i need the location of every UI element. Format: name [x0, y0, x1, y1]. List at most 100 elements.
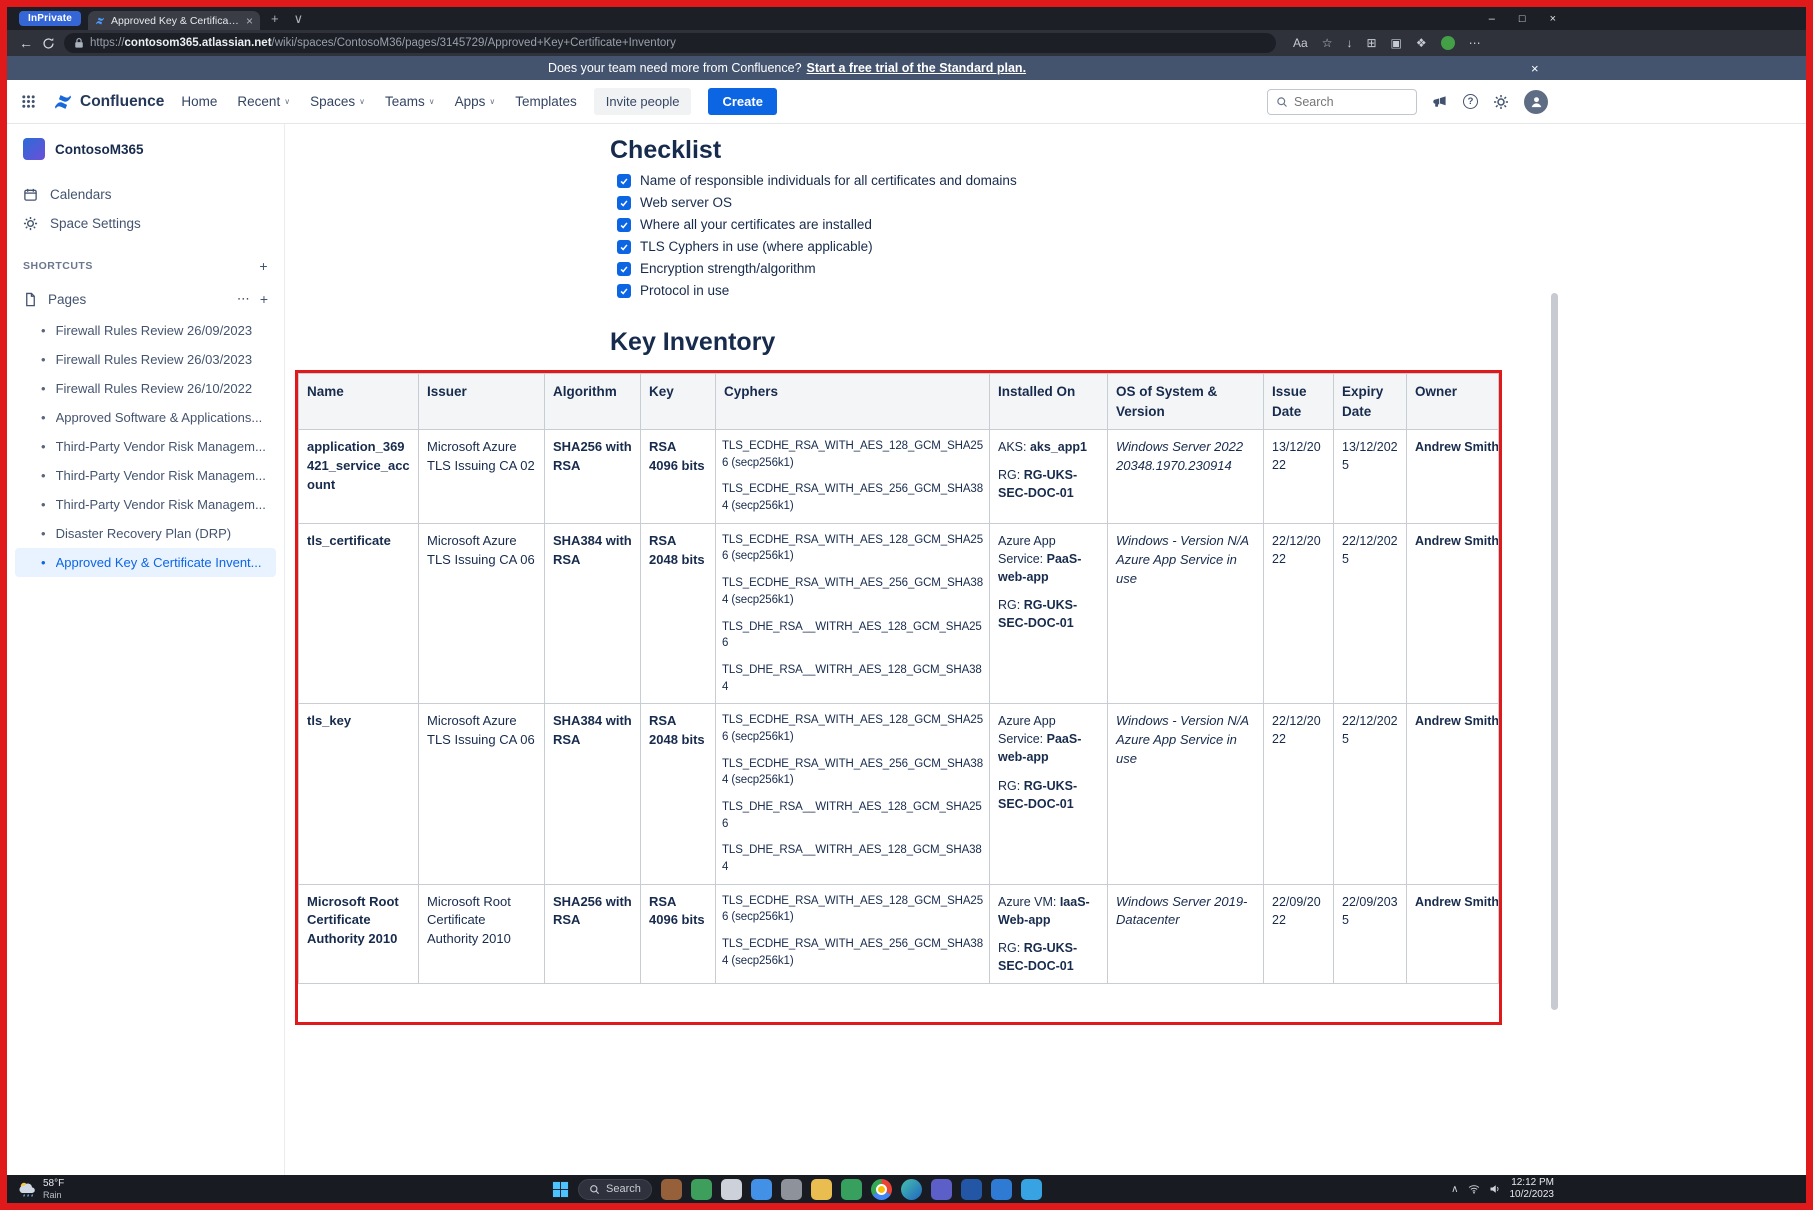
address-bar[interactable]: https://contosom365.atlassian.net/wiki/s… [64, 33, 1276, 53]
settings-more-icon[interactable]: ⋯ [1468, 36, 1481, 50]
table-row: tls_key Microsoft Azure TLS Issuing CA 06… [298, 703, 1499, 885]
taskbar-clock[interactable]: 12:12 PM 10/2/2023 [1510, 1177, 1555, 1201]
windows-taskbar: 58°F Rain Search ∧ 12:12 PM 1 [7, 1175, 1806, 1203]
nav-item-home[interactable]: Home [181, 94, 218, 109]
nav-item-spaces[interactable]: Spaces ∨ [310, 94, 365, 109]
checkbox-checked-icon[interactable] [617, 173, 631, 188]
nav-item-templates[interactable]: Templates [515, 94, 577, 109]
sidebar-page-item[interactable]: • Disaster Recovery Plan (DRP) [15, 519, 276, 548]
tray-chevron-icon[interactable]: ∧ [1451, 1183, 1459, 1195]
refresh-icon[interactable] [42, 37, 55, 50]
close-window-icon[interactable]: × [1549, 12, 1556, 25]
taskbar-weather-widget[interactable]: 58°F Rain [17, 1175, 64, 1203]
invite-people-button[interactable]: Invite people [593, 88, 692, 115]
add-page-icon[interactable]: + [259, 291, 268, 307]
extensions-icon[interactable]: ❖ [1415, 36, 1427, 50]
cell-cyphers: TLS_ECDHE_RSA_WITH_AES_128_GCM_SHA256 (s… [715, 429, 990, 524]
clock-date: 10/2/2023 [1509, 1189, 1555, 1200]
announcements-megaphone-icon[interactable] [1432, 94, 1448, 110]
start-button[interactable] [552, 1181, 569, 1198]
checklist-item: Protocol in use [617, 283, 1806, 298]
chevron-down-icon: ∨ [359, 97, 365, 106]
banner-close-icon[interactable]: × [1531, 60, 1539, 76]
global-search[interactable] [1267, 88, 1417, 115]
checkbox-checked-icon[interactable] [617, 239, 631, 254]
settings-gear-icon[interactable] [780, 1178, 802, 1200]
volume-icon[interactable] [1489, 1183, 1501, 1195]
tab-list-chevron-icon[interactable]: ∨ [293, 10, 304, 26]
page-item-label: Firewall Rules Review 26/03/2023 [55, 352, 253, 367]
teams-icon[interactable] [930, 1178, 952, 1200]
word-icon[interactable] [960, 1178, 982, 1200]
sidebar-page-item[interactable]: • Third-Party Vendor Risk Managem... [15, 432, 276, 461]
weather-desc: Rain [43, 1189, 62, 1200]
photos-icon[interactable] [660, 1178, 682, 1200]
nav-item-teams[interactable]: Teams ∨ [384, 94, 435, 109]
nav-item-recent[interactable]: Recent ∨ [237, 94, 291, 109]
snipping-tool-icon[interactable] [840, 1178, 862, 1200]
app-switcher-icon[interactable] [21, 94, 36, 109]
tab-close-icon[interactable]: × [246, 13, 254, 28]
sidebar-page-item[interactable]: • Firewall Rules Review 26/03/2023 [15, 345, 276, 374]
page-item-label: Firewall Rules Review 26/09/2023 [55, 323, 253, 338]
space-header[interactable]: ContosoM365 [7, 138, 284, 160]
sidebar-item-label: Space Settings [50, 216, 141, 231]
pages-more-icon[interactable]: ⋯ [236, 291, 250, 306]
text-size-icon[interactable]: Aa [1293, 36, 1308, 50]
cell-owner: Andrew Smith [1406, 522, 1499, 705]
cypher-line: TLS_ECDHE_RSA_WITH_AES_256_GCM_SHA384 (s… [722, 577, 984, 606]
downloads-icon[interactable]: ↓ [1346, 36, 1353, 50]
taskbar-search[interactable]: Search [578, 1178, 652, 1200]
sidebar-page-item[interactable]: • Firewall Rules Review 26/09/2023 [15, 316, 276, 345]
favorites-star-icon[interactable]: ☆ [1321, 36, 1333, 50]
search-input[interactable] [1294, 94, 1408, 109]
column-header: Issue Date [1263, 372, 1334, 431]
sidebar-page-item[interactable]: • Third-Party Vendor Risk Managem... [15, 490, 276, 519]
network-wifi-icon[interactable] [1468, 1183, 1480, 1195]
sidebar-item-calendars[interactable]: Calendars [7, 180, 284, 209]
new-tab-button[interactable]: + [271, 11, 279, 26]
user-avatar[interactable] [1524, 89, 1548, 114]
maximize-icon[interactable]: □ [1518, 12, 1526, 25]
notepad-icon[interactable] [720, 1178, 742, 1200]
collections-icon[interactable]: ▣ [1390, 36, 1402, 50]
help-icon[interactable]: ? [1463, 94, 1478, 109]
excel-icon[interactable] [690, 1178, 712, 1200]
cypher-line: TLS_ECDHE_RSA_WITH_AES_128_GCM_SHA256 (s… [722, 714, 984, 743]
calendar-icon [23, 187, 38, 202]
sidebar-page-item[interactable]: • Approved Key & Certificate Invent... [15, 548, 276, 577]
file-explorer-icon[interactable] [810, 1178, 832, 1200]
sidebar-item-space-settings[interactable]: Space Settings [7, 209, 284, 238]
create-button[interactable]: Create [708, 88, 777, 115]
column-header: Name [298, 372, 419, 431]
chrome-icon[interactable] [870, 1178, 892, 1200]
chat-icon[interactable] [750, 1178, 772, 1200]
nav-item-apps[interactable]: Apps ∨ [454, 94, 496, 109]
remote-desktop-icon[interactable] [1020, 1178, 1042, 1200]
page-scrollbar[interactable] [1551, 293, 1558, 1010]
split-screen-icon[interactable]: ⊞ [1366, 36, 1377, 50]
sidebar-page-item[interactable]: • Approved Software & Applications... [15, 403, 276, 432]
checkbox-checked-icon[interactable] [617, 261, 631, 276]
sidebar-page-item[interactable]: • Third-Party Vendor Risk Managem... [15, 461, 276, 490]
outlook-icon[interactable] [990, 1178, 1012, 1200]
minimize-icon[interactable]: – [1488, 12, 1495, 25]
add-shortcut-icon[interactable]: + [259, 258, 268, 274]
browser-tab-strip: InPrivate Approved Key & Certificate Inv… [7, 7, 1806, 30]
confluence-brand[interactable]: Confluence [53, 92, 164, 112]
site-info-lock-icon[interactable] [74, 37, 84, 49]
sidebar-page-item[interactable]: • Firewall Rules Review 26/10/2022 [15, 374, 276, 403]
pages-header[interactable]: Pages ⋯ + [7, 282, 284, 316]
sidebar-item-label: Calendars [50, 187, 112, 202]
profile-avatar-icon[interactable] [1440, 36, 1455, 50]
checkbox-checked-icon[interactable] [617, 283, 631, 298]
cell-issuer: Microsoft Azure TLS Issuing CA 06 [418, 522, 545, 705]
checkbox-checked-icon[interactable] [617, 217, 631, 232]
back-icon[interactable]: ← [19, 35, 33, 51]
browser-tab[interactable]: Approved Key & Certificate Inv... × [88, 11, 261, 30]
settings-gear-icon[interactable] [1493, 94, 1509, 110]
installed-on-line: RG: RG-UKS-SEC-DOC-01 [998, 468, 1078, 501]
checkbox-checked-icon[interactable] [617, 195, 631, 210]
trial-banner-link[interactable]: Start a free trial of the Standard plan. [806, 61, 1027, 75]
edge-icon[interactable] [900, 1178, 922, 1200]
